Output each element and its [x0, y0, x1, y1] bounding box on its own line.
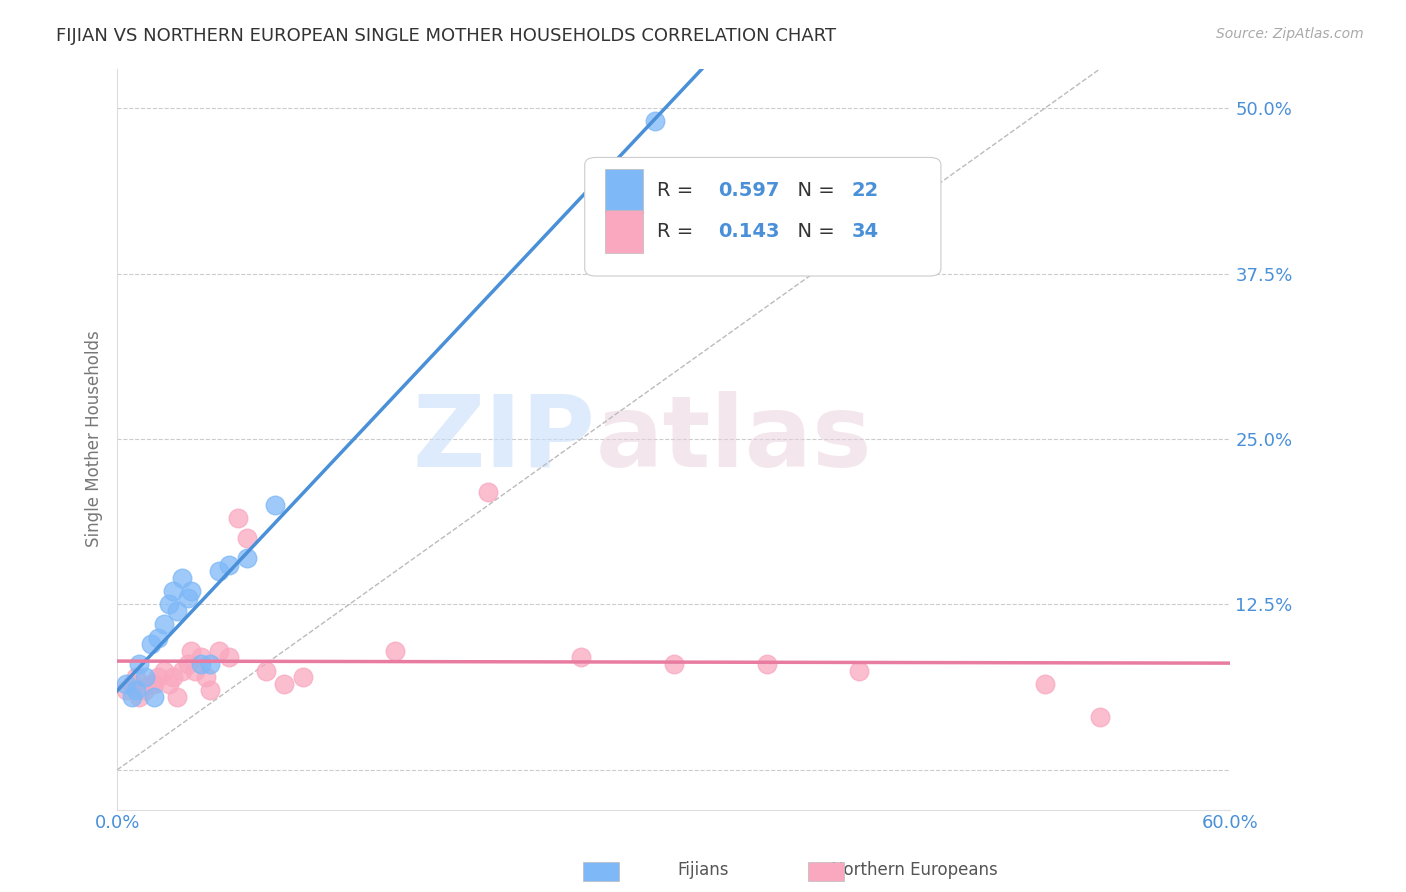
Point — [121, 677, 143, 691]
Point — [143, 690, 166, 704]
Point — [254, 664, 277, 678]
Text: N =: N = — [785, 181, 841, 201]
Point — [134, 683, 156, 698]
Text: Source: ZipAtlas.com: Source: ZipAtlas.com — [1216, 27, 1364, 41]
Point — [662, 657, 685, 671]
Point — [115, 683, 138, 698]
Point — [755, 657, 778, 671]
Point — [125, 683, 148, 698]
Point — [198, 683, 221, 698]
Point — [176, 591, 198, 605]
Point — [1090, 710, 1112, 724]
Point — [162, 584, 184, 599]
Point — [172, 571, 194, 585]
Point — [477, 485, 499, 500]
Point — [218, 650, 240, 665]
Point — [569, 650, 592, 665]
Point — [139, 637, 162, 651]
Point — [208, 565, 231, 579]
Point — [152, 617, 174, 632]
Text: 22: 22 — [852, 181, 879, 201]
Point — [166, 604, 188, 618]
Text: ZIP: ZIP — [413, 391, 596, 488]
Text: 0.597: 0.597 — [718, 181, 780, 201]
Point — [190, 657, 212, 671]
Text: FIJIAN VS NORTHERN EUROPEAN SINGLE MOTHER HOUSEHOLDS CORRELATION CHART: FIJIAN VS NORTHERN EUROPEAN SINGLE MOTHE… — [56, 27, 837, 45]
Point — [190, 650, 212, 665]
Point — [273, 677, 295, 691]
Point — [146, 631, 169, 645]
Point — [218, 558, 240, 572]
Point — [157, 677, 180, 691]
Text: N =: N = — [785, 222, 841, 241]
Point — [226, 511, 249, 525]
Point — [180, 584, 202, 599]
Text: Fijians: Fijians — [678, 861, 728, 879]
Point — [121, 690, 143, 704]
Point — [152, 664, 174, 678]
Point — [264, 498, 287, 512]
Point — [146, 670, 169, 684]
Point — [1033, 677, 1056, 691]
Point — [644, 114, 666, 128]
Text: atlas: atlas — [596, 391, 873, 488]
Point — [115, 677, 138, 691]
Point — [125, 670, 148, 684]
Point — [139, 677, 162, 691]
Point — [176, 657, 198, 671]
Text: Northern Europeans: Northern Europeans — [831, 861, 997, 879]
Text: R =: R = — [657, 181, 700, 201]
Point — [157, 598, 180, 612]
Point — [848, 664, 870, 678]
Point — [184, 664, 207, 678]
Point — [236, 531, 259, 545]
FancyBboxPatch shape — [605, 210, 643, 253]
Point — [198, 657, 221, 671]
Point — [128, 690, 150, 704]
Point — [384, 644, 406, 658]
Point — [195, 670, 218, 684]
Text: 34: 34 — [852, 222, 879, 241]
FancyBboxPatch shape — [585, 158, 941, 276]
Point — [134, 670, 156, 684]
Point — [236, 551, 259, 566]
Text: R =: R = — [657, 222, 700, 241]
Text: 0.143: 0.143 — [718, 222, 780, 241]
Point — [162, 670, 184, 684]
Y-axis label: Single Mother Households: Single Mother Households — [86, 331, 103, 548]
Point — [143, 677, 166, 691]
Point — [166, 690, 188, 704]
Point — [172, 664, 194, 678]
Point — [128, 657, 150, 671]
Point — [208, 644, 231, 658]
FancyBboxPatch shape — [605, 169, 643, 212]
Point — [291, 670, 314, 684]
Point — [180, 644, 202, 658]
